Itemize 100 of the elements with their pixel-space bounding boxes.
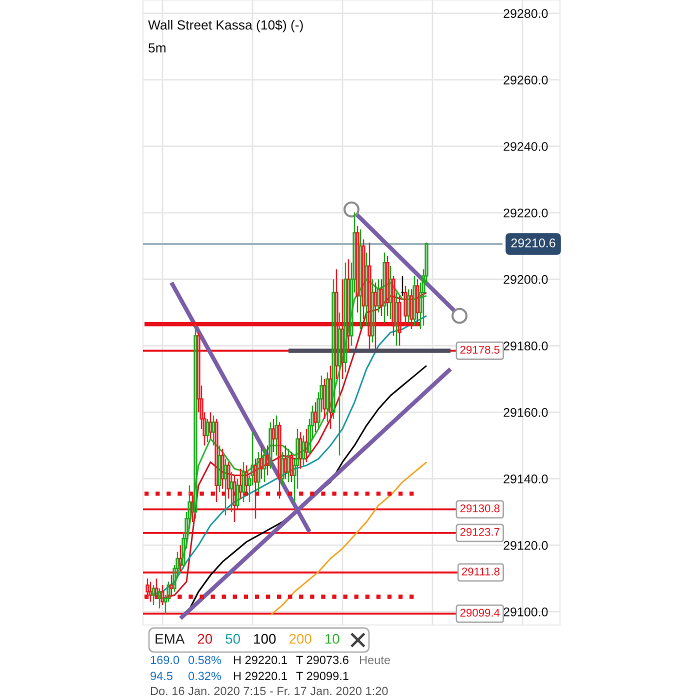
ref-line-label: 29130.8 bbox=[460, 504, 500, 512]
candlestick bbox=[190, 491, 194, 523]
annotation: 29210.6 bbox=[511, 238, 556, 248]
candlestick bbox=[196, 332, 200, 413]
candlestick bbox=[236, 478, 240, 510]
candlestick bbox=[350, 262, 354, 346]
text: T 29099.1 bbox=[296, 672, 348, 680]
candlestick bbox=[268, 422, 272, 470]
candlestick bbox=[368, 242, 372, 350]
y-tick-label: 29180.0 bbox=[504, 342, 548, 350]
candlestick bbox=[290, 452, 294, 483]
candlestick bbox=[202, 412, 206, 446]
candlestick bbox=[250, 432, 254, 486]
candlestick bbox=[152, 584, 156, 606]
candlestick bbox=[364, 252, 368, 326]
candlestick bbox=[248, 474, 252, 503]
y-tick-label: 29280.0 bbox=[504, 9, 548, 18]
y-tick-label: 29160.0 bbox=[504, 408, 548, 417]
candlestick bbox=[206, 418, 210, 443]
candlestick bbox=[170, 574, 174, 596]
candlestick bbox=[256, 452, 260, 493]
candlestick bbox=[374, 282, 378, 350]
candlestick bbox=[394, 292, 398, 346]
candlestick bbox=[400, 275, 404, 297]
candlestick bbox=[314, 402, 318, 433]
series-label: 200 bbox=[289, 634, 312, 644]
candlestick bbox=[274, 414, 278, 456]
candlestick bbox=[158, 588, 162, 610]
candlestick bbox=[172, 564, 176, 592]
candlestick bbox=[418, 282, 422, 330]
text: 100 bbox=[254, 634, 276, 644]
candlestick bbox=[230, 471, 234, 513]
candlestick bbox=[320, 375, 324, 413]
text: Wall Street Kassa (10$) (-) bbox=[148, 20, 303, 32]
candlestick bbox=[334, 268, 338, 380]
candlestick bbox=[362, 238, 366, 320]
candlestick bbox=[310, 404, 314, 440]
candlestick bbox=[422, 268, 426, 326]
candlestick bbox=[296, 428, 300, 490]
candlestick bbox=[302, 434, 306, 466]
candlestick bbox=[332, 278, 336, 420]
candlestick bbox=[410, 288, 414, 330]
candlestick bbox=[358, 228, 362, 330]
candlestick bbox=[280, 452, 284, 486]
candlestick bbox=[340, 278, 344, 380]
candlestick bbox=[278, 422, 282, 500]
candlestick bbox=[356, 225, 360, 314]
candlestick bbox=[376, 278, 380, 314]
text: H 29220.1 bbox=[234, 672, 287, 680]
candlestick bbox=[176, 551, 180, 580]
candlestick bbox=[286, 448, 290, 483]
candlestick bbox=[178, 544, 182, 572]
candlestick bbox=[244, 464, 248, 493]
text: Do. 16 Jan. 2020 7:15 - Fr. 17 Jan. 2020 1:20 bbox=[150, 686, 388, 696]
candlestick bbox=[344, 262, 348, 373]
candlestick bbox=[220, 448, 224, 490]
y-tick-label: 29100.0 bbox=[504, 608, 548, 616]
candlestick bbox=[416, 278, 420, 326]
candlestick bbox=[346, 258, 350, 354]
candlestick bbox=[214, 418, 218, 503]
candlestick bbox=[238, 468, 242, 500]
candlestick bbox=[212, 414, 216, 446]
candlestick bbox=[398, 295, 402, 346]
text: Heute bbox=[360, 656, 390, 664]
candlestick bbox=[392, 275, 396, 336]
candlestick bbox=[406, 288, 410, 324]
candlestick bbox=[208, 412, 212, 440]
y-tick-label: 29260.0 bbox=[504, 76, 548, 84]
candlestick bbox=[412, 275, 416, 326]
y-tick-label: 29120.0 bbox=[504, 541, 548, 550]
candlestick bbox=[370, 278, 374, 344]
candlestick bbox=[184, 511, 188, 550]
candlestick bbox=[164, 594, 168, 614]
candlestick bbox=[154, 578, 158, 600]
candlestick bbox=[292, 458, 296, 503]
ref-line-label: 29123.7 bbox=[460, 528, 500, 536]
candlestick bbox=[322, 378, 326, 420]
candlestick bbox=[386, 255, 390, 316]
candlestick bbox=[260, 444, 264, 480]
candlestick bbox=[226, 461, 230, 500]
legend-title: EMA bbox=[156, 634, 185, 644]
candlestick bbox=[338, 312, 342, 456]
candlestick bbox=[218, 444, 222, 493]
text: 5m bbox=[148, 43, 166, 53]
text: 0.58% bbox=[188, 656, 222, 664]
text: 94.5 bbox=[150, 672, 172, 680]
candlestick bbox=[284, 444, 288, 480]
text: T 29073.6 bbox=[296, 656, 348, 664]
candlestick bbox=[232, 474, 236, 523]
candlestick bbox=[200, 385, 204, 430]
candlestick bbox=[194, 324, 198, 520]
text: 0.32% bbox=[188, 672, 222, 680]
candlestick bbox=[224, 458, 228, 516]
candlestick bbox=[328, 365, 332, 430]
ref-line-label: 29099.4 bbox=[460, 608, 500, 617]
ref-line-label: 29178.5 bbox=[460, 346, 500, 354]
candlestick bbox=[182, 531, 186, 570]
candlestick bbox=[352, 212, 356, 294]
candlestick bbox=[254, 458, 258, 520]
candlestick bbox=[160, 584, 164, 606]
